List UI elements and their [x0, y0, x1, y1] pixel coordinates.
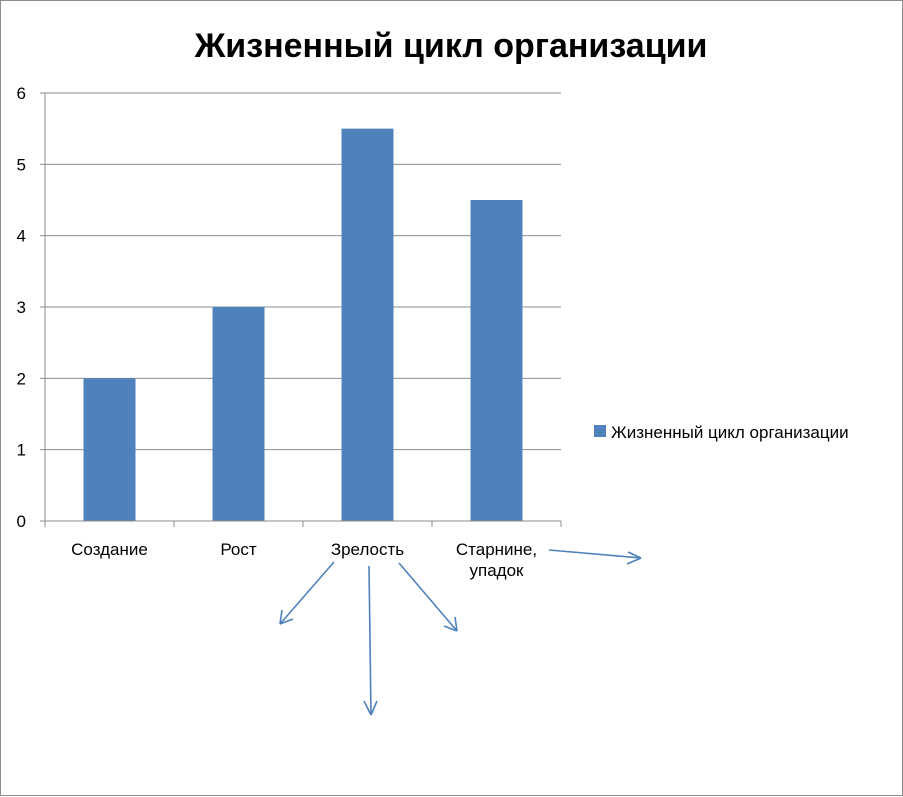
bar-layer — [83, 128, 523, 521]
annotation-arrows — [279, 549, 642, 716]
arrow-line-right — [398, 562, 458, 632]
x-category-label: Старнине, упадок — [456, 540, 537, 580]
bar-1 — [83, 378, 136, 521]
x-category-label: Создание — [71, 540, 148, 559]
y-tick-label: 6 — [17, 84, 26, 103]
legend-label: Жизненный цикл организации — [611, 423, 849, 442]
legend-swatch — [594, 425, 606, 437]
arrow-head-right — [443, 616, 458, 632]
arrow-line-left — [279, 561, 335, 625]
x-category-label: Рост — [220, 540, 257, 559]
legend: Жизненный цикл организации — [594, 423, 849, 442]
label-layer: 0 1 2 3 4 5 6 Создание Рост Зрелость Старнине, упад… — [17, 84, 538, 580]
y-tick-label: 4 — [17, 227, 26, 246]
y-tick-label: 0 — [17, 512, 26, 531]
arrow-head-left — [279, 609, 294, 625]
chart-title: Жизненный цикл организации — [194, 27, 708, 65]
x-category-label: Зрелость — [331, 540, 404, 559]
bar-4 — [470, 200, 523, 521]
y-tick-label: 3 — [17, 298, 26, 317]
bar-3 — [341, 128, 394, 521]
y-tick-label: 1 — [17, 441, 26, 460]
bar-2 — [212, 307, 265, 521]
y-tick-label: 5 — [17, 155, 26, 174]
arrow-head-down — [363, 700, 378, 716]
arrow-head-side — [626, 551, 642, 565]
arrow-line-side — [548, 549, 642, 559]
y-tick-label: 2 — [17, 369, 26, 388]
axis-layer — [40, 92, 562, 527]
arrow-line-down — [368, 565, 372, 716]
